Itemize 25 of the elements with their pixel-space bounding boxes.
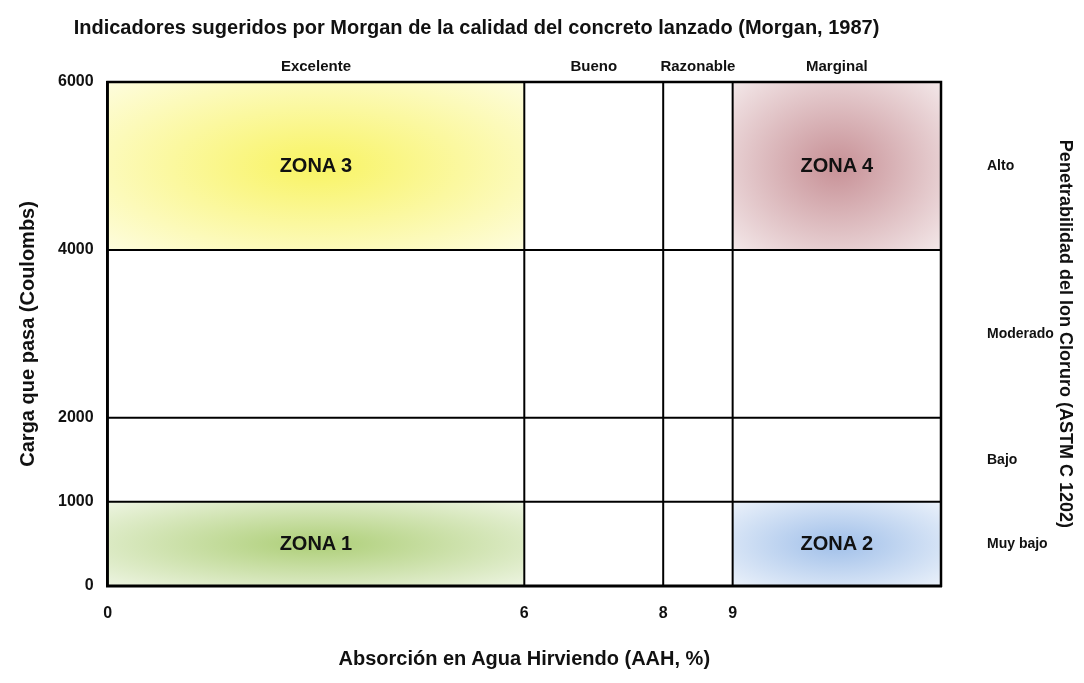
text: Excelente: [280, 56, 351, 74]
y-tick-label: 2000: [58, 408, 94, 426]
x-tick-label: 9: [728, 603, 738, 621]
text: Bajo: [987, 450, 1018, 467]
y-tick-label: 0: [84, 576, 94, 594]
text: Marginal: [805, 56, 868, 74]
x-tick-label: 6: [519, 603, 529, 621]
text: Alto: [987, 156, 1015, 173]
annotation: ZONA 1: [279, 532, 353, 556]
chart-title: Indicadores sugeridos por Morgan de la calidad del concreto lanzado (Morgan, 1987): [73, 15, 880, 38]
y-tick-label: 6000: [58, 72, 94, 90]
y-tick-label: 1000: [58, 492, 94, 510]
x-tick-label: 8: [658, 603, 668, 621]
y-tick-label: 4000: [58, 240, 94, 258]
text: Razonable: [660, 56, 736, 74]
x-axis-title: Absorción en Agua Hirviendo (AAH, %): [338, 646, 711, 669]
annotation: ZONA 2: [800, 532, 874, 556]
y-axis-title: Carga que pasa (Coulombs): [15, 201, 38, 467]
annotation: ZONA 4: [800, 154, 874, 178]
text: Bueno: [570, 56, 618, 74]
text: Moderado: [987, 324, 1054, 341]
text: Muy bajo: [987, 534, 1048, 551]
annotation: ZONA 3: [279, 154, 353, 178]
text: Penetrabilidad del Ion Cloruro (ASTM C 1202): [1056, 139, 1077, 528]
x-tick-label: 0: [103, 603, 113, 621]
